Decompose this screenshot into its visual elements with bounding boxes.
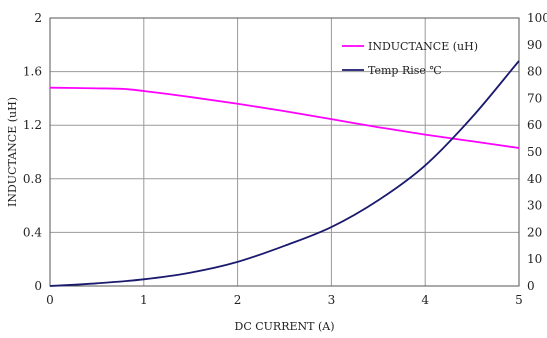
series-line-temp-rise (49, 60, 520, 287)
y-axis-title: INDUCTANCE (uH) (6, 97, 19, 207)
y2-tick-label: 30 (527, 199, 542, 213)
y2-tick-label: 40 (527, 172, 542, 186)
y2-tick-label: 70 (527, 91, 542, 105)
y2-tick-label: 10 (527, 252, 542, 266)
y2-tick-label: 50 (527, 145, 542, 159)
legend-label-temp-rise: Temp Rise ℃ (368, 64, 442, 77)
series-line-inductance (49, 86, 520, 149)
y-tick-label: 1.6 (23, 65, 42, 79)
x-tick-label: 2 (234, 293, 242, 307)
x-tick-label: 5 (515, 293, 523, 307)
x-tick-label: 3 (328, 293, 336, 307)
y2-tick-label: 60 (527, 118, 542, 132)
y2-tick-label: 80 (527, 65, 542, 79)
y2-tick-label: 20 (527, 225, 542, 239)
y-tick-label: 0 (34, 279, 42, 293)
y2-tick-label: 0 (527, 279, 535, 293)
y-tick-label: 0.8 (23, 172, 42, 186)
x-tick-label: 1 (140, 293, 148, 307)
legend: INDUCTANCE (uH) Temp Rise ℃ (342, 40, 478, 77)
y-tick-label: 2 (34, 11, 42, 25)
legend-label-inductance: INDUCTANCE (uH) (368, 40, 478, 53)
x-tick-label: 4 (421, 293, 429, 307)
y-tick-label: 0.4 (23, 225, 42, 239)
plot-frame (49, 17, 520, 287)
series-layer (49, 60, 520, 287)
tick-labels: 0 1 2 3 4 500.40.81.21.6201020304050607080901… (23, 11, 547, 307)
y-tick-label: 1.2 (23, 118, 42, 132)
x-axis-title: DC CURRENT (A) (235, 320, 335, 333)
x-tick-label: 0 (46, 293, 54, 307)
y2-tick-label: 100 (527, 11, 547, 25)
y2-tick-label: 90 (527, 38, 542, 52)
